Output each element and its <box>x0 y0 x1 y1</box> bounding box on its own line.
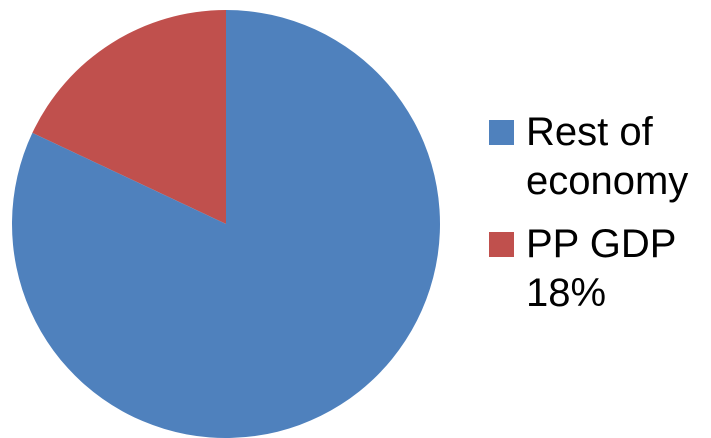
pie-slice-rest-of-economy <box>12 10 441 438</box>
legend-label-pp-gdp: PP GDP 18% <box>526 222 676 315</box>
pie-slices <box>12 10 441 438</box>
legend-label-rest-of-economy: Rest of economy <box>526 110 689 203</box>
legend-swatch-rest-of-economy <box>489 120 514 145</box>
legend: Rest of economy PP GDP 18% <box>489 108 704 318</box>
legend-item-rest-of-economy: Rest of economy <box>489 108 704 206</box>
legend-item-pp-gdp: PP GDP 18% <box>489 220 704 318</box>
legend-swatch-pp-gdp <box>489 232 514 257</box>
pie-slice-pp-gdp-18 <box>32 10 227 224</box>
